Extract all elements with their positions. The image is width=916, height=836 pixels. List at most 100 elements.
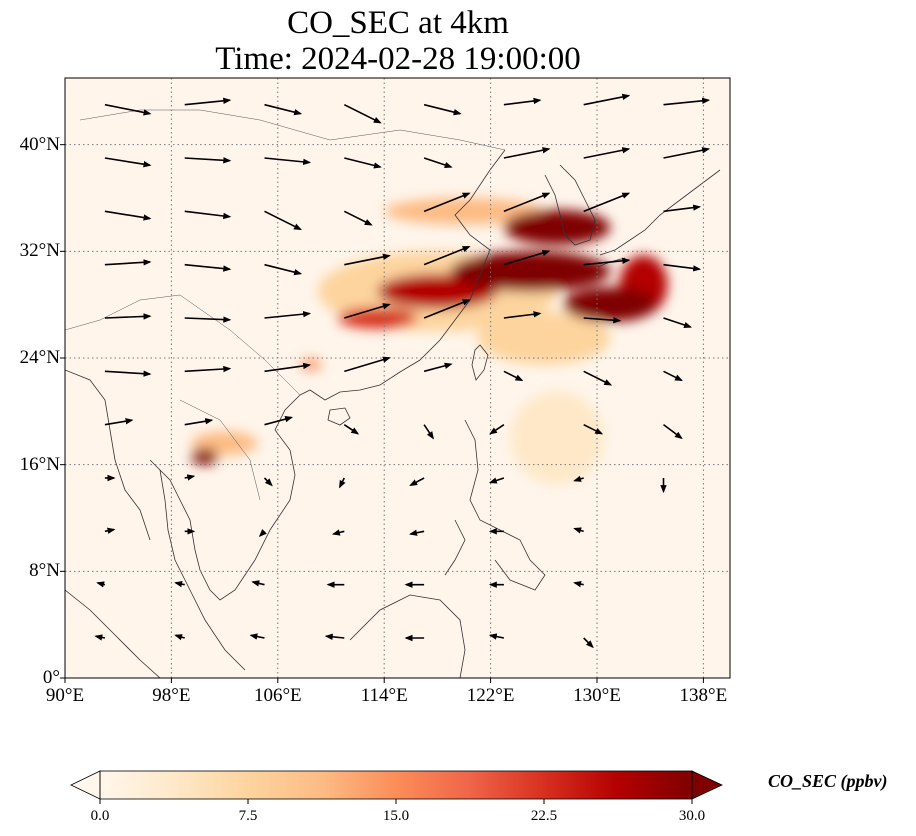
wind-arrow (264, 210, 302, 231)
lat-tick-label: 32°N (19, 240, 60, 262)
wind-arrow (663, 263, 702, 272)
wind-arrow (663, 370, 683, 382)
wind-arrow (583, 423, 604, 435)
colorbar-gradient (100, 771, 692, 799)
co-plume-9 (191, 448, 218, 465)
wind-arrow (344, 157, 382, 169)
wind-arrow (573, 527, 584, 534)
wind-arrow (344, 303, 391, 319)
lon-tick-label: 90°E (45, 685, 85, 706)
colorbar-tick-label: 30.0 (678, 808, 706, 824)
wind-arrow (104, 103, 152, 116)
lon-tick-label: 130°E (573, 685, 621, 706)
wind-arrow (174, 580, 185, 588)
wind-arrow (264, 310, 312, 319)
wind-arrow (344, 253, 391, 266)
co-concentration-field (191, 198, 668, 485)
wind-vectors (94, 93, 711, 649)
wind-arrow (583, 637, 594, 649)
wind-arrow (663, 147, 711, 159)
wind-arrow (573, 475, 584, 482)
wind-arrow (503, 311, 542, 319)
wind-arrow (264, 263, 303, 276)
wind-arrow (264, 416, 294, 426)
lon-tick-label: 98°E (152, 685, 191, 706)
colorbar-label: CO_SEC (ppbv) (768, 771, 888, 791)
wind-arrow (184, 365, 232, 373)
wind-arrow (663, 317, 693, 329)
co-plume-5 (300, 359, 322, 370)
lon-tick-label: 138°E (679, 685, 728, 706)
wind-arrow (488, 477, 505, 484)
wind-arrow (503, 147, 551, 159)
wind-arrow (96, 581, 106, 588)
wind-arrow (409, 477, 425, 486)
wind-arrow (573, 580, 584, 588)
colorbar (70, 770, 723, 804)
wind-arrow (488, 633, 505, 640)
wind-arrow (583, 370, 613, 386)
wind-arrow (184, 157, 232, 164)
wind-arrow (423, 299, 471, 319)
wind-arrow (324, 633, 345, 641)
wind-arrow (583, 93, 631, 106)
lat-tick-label: 24°N (19, 347, 60, 368)
lon-tick-label: 114°E (360, 685, 408, 706)
wind-arrow (104, 157, 152, 168)
co-plume-1 (477, 311, 611, 365)
map-time-subtitle: Time: 2024-02-28 19:00:00 (215, 41, 581, 77)
wind-arrow (489, 424, 505, 435)
wind-arrow (343, 210, 373, 226)
lat-tick-label: 40°N (19, 133, 60, 155)
wind-arrow (184, 263, 232, 272)
colorbar-extend-max (691, 770, 723, 800)
wind-arrow (331, 529, 345, 536)
wind-arrow (174, 634, 185, 641)
wind-arrow (583, 147, 631, 159)
lon-tick-label: 122°E (466, 685, 515, 706)
co-plume-6 (337, 307, 418, 329)
wind-arrow (264, 157, 312, 166)
lat-tick-label: 8°N (29, 560, 60, 582)
wind-arrow (104, 259, 152, 266)
map-background (65, 78, 730, 678)
map-frame (64, 77, 731, 679)
wind-arrow (104, 370, 152, 377)
wind-arrow (503, 370, 524, 382)
wind-arrow (503, 192, 551, 213)
colorbar-tick-label: 15.0 (382, 808, 410, 824)
co-plume-12 (563, 287, 657, 322)
wind-arrow (184, 316, 232, 323)
lat-tick-label: 0° (42, 667, 60, 688)
wind-arrow (583, 317, 622, 324)
wind-arrow (343, 103, 382, 124)
wind-arrow (184, 210, 232, 220)
map-title: CO_SEC at 4km (287, 5, 509, 41)
wind-arrow (423, 103, 462, 116)
lat-tick-label: 16°N (19, 453, 60, 475)
wind-arrow (663, 97, 711, 106)
wind-arrow (663, 204, 702, 213)
wind-arrow (264, 362, 312, 373)
wind-arrow (423, 362, 453, 373)
wind-arrow (583, 192, 631, 213)
wind-arrow (423, 192, 471, 213)
wind-arrow (503, 249, 551, 266)
coastlines (65, 109, 721, 678)
co-plume-0 (510, 391, 604, 485)
wind-arrow (249, 633, 265, 640)
wind-arrow (663, 424, 683, 440)
colorbar-extend-min (70, 770, 101, 800)
wind-arrow (423, 424, 434, 440)
wind-arrow (184, 418, 214, 426)
wind-arrow (339, 477, 346, 489)
co-plume-11 (503, 210, 611, 245)
wind-arrow (251, 580, 265, 587)
wind-arrow (104, 313, 152, 320)
wind-arrow (423, 157, 453, 169)
wind-arrow (104, 527, 116, 534)
wind-arrow (184, 474, 196, 481)
wind-arrow (184, 97, 232, 106)
co-plume-3 (384, 198, 544, 225)
